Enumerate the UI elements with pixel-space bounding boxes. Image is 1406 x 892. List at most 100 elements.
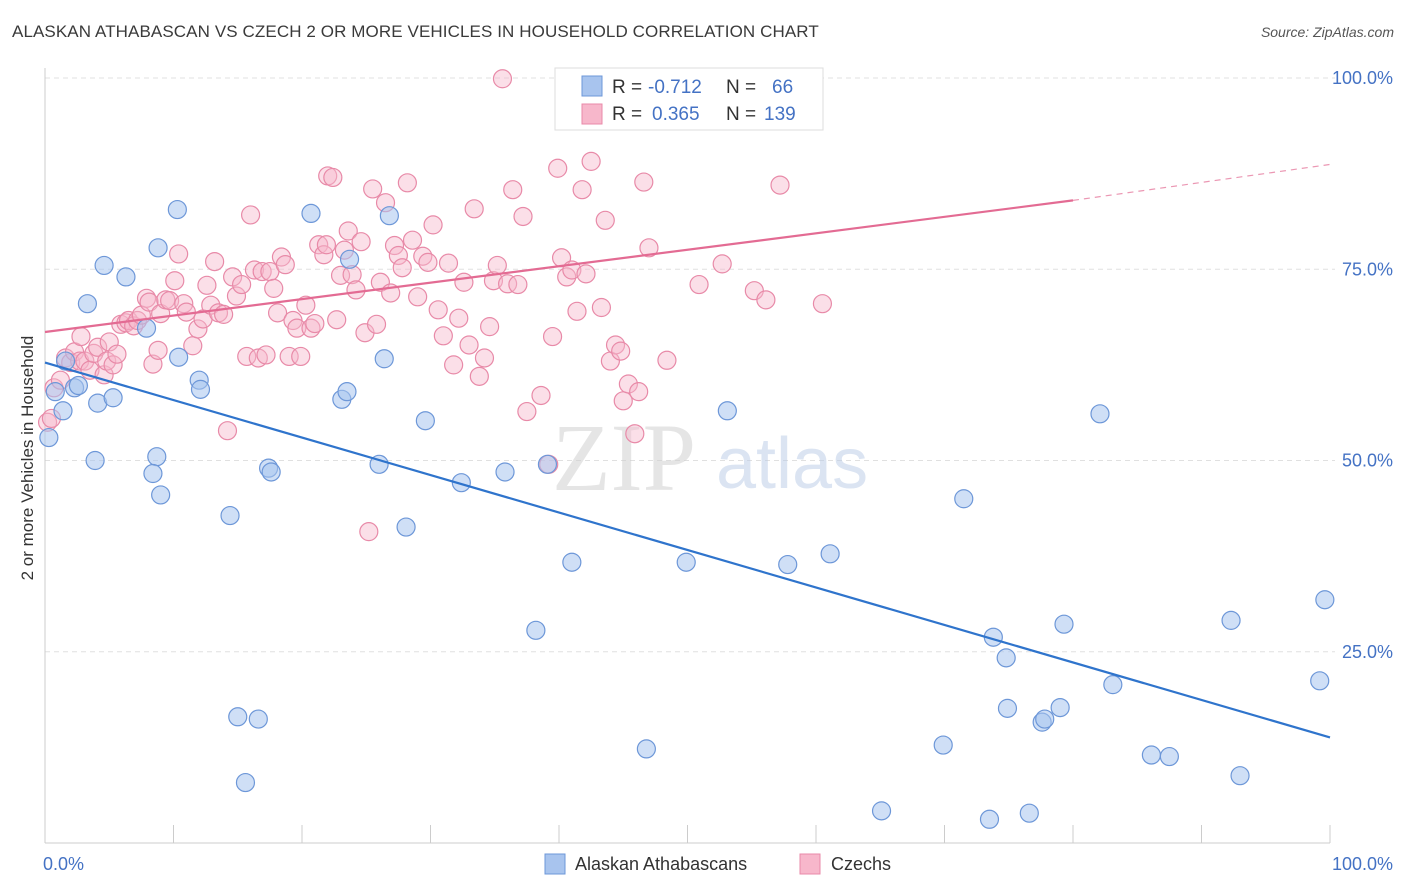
athabascan-point bbox=[636, 739, 656, 759]
athabascan-point bbox=[997, 698, 1018, 718]
athabascan-point bbox=[220, 505, 240, 526]
czech-point bbox=[71, 326, 91, 347]
czech-point bbox=[487, 255, 507, 276]
watermark-zip: ZIP bbox=[552, 404, 696, 511]
athabascan-point bbox=[933, 735, 953, 755]
czech-point bbox=[408, 287, 428, 307]
czech-point bbox=[291, 346, 311, 367]
athabascan-point bbox=[996, 648, 1016, 668]
czech-point bbox=[103, 355, 123, 375]
trend-line-czechs-extension bbox=[1072, 163, 1331, 201]
czech-point bbox=[316, 235, 337, 255]
athabascan-point bbox=[53, 401, 73, 421]
czech-point bbox=[279, 346, 299, 367]
athabascan-point bbox=[116, 267, 136, 287]
athabascan-point bbox=[85, 450, 105, 471]
watermark-atlas: atlas bbox=[716, 424, 868, 504]
czech-point bbox=[241, 205, 261, 225]
athabascan-point bbox=[717, 401, 737, 421]
athabascan-point bbox=[374, 349, 394, 369]
athabascan-point bbox=[147, 447, 167, 467]
chart-source: Source: ZipAtlas.com bbox=[1260, 24, 1394, 40]
czech-point bbox=[392, 258, 412, 278]
athabascan-point bbox=[1050, 697, 1070, 718]
athabascan-point bbox=[103, 388, 123, 408]
chart-title: ALASKAN ATHABASCAN VS CZECH 2 OR MORE VE… bbox=[12, 22, 819, 41]
athabascan-point bbox=[45, 382, 65, 402]
athabascan-point bbox=[1103, 675, 1123, 695]
trend-line-athabascans bbox=[44, 361, 1331, 739]
czech-point bbox=[264, 278, 284, 298]
czech-point bbox=[397, 173, 417, 193]
czech-point bbox=[657, 350, 677, 370]
y-tick-label-3: 25.0% bbox=[1342, 642, 1393, 662]
czech-point bbox=[275, 255, 295, 275]
czech-point bbox=[459, 335, 479, 355]
czech-point bbox=[428, 300, 448, 320]
czech-point bbox=[433, 326, 453, 346]
czech-point bbox=[498, 274, 518, 294]
czech-point bbox=[689, 274, 709, 295]
trend-line-czechs bbox=[44, 199, 1074, 334]
athabascan-point bbox=[1221, 610, 1241, 630]
legend-swatch-pink bbox=[581, 103, 603, 125]
athabascan-point bbox=[954, 489, 974, 509]
legend-n-label-blue: N = bbox=[726, 77, 756, 98]
czech-point bbox=[351, 232, 371, 252]
czech-point bbox=[363, 179, 383, 199]
czech-point bbox=[139, 292, 159, 312]
czech-point bbox=[107, 344, 127, 364]
czech-point bbox=[572, 180, 592, 200]
czech-point bbox=[346, 280, 366, 300]
athabascan-point bbox=[495, 462, 515, 482]
athabascan-point bbox=[235, 772, 256, 793]
czech-point bbox=[480, 317, 500, 337]
czech-point bbox=[305, 313, 325, 334]
y-axis-label: 2 or more Vehicles in Household bbox=[18, 336, 37, 581]
athabascan-point bbox=[151, 485, 171, 505]
athabascan-point bbox=[337, 382, 357, 402]
athabascan-point bbox=[143, 463, 163, 484]
czech-point bbox=[248, 348, 268, 368]
czech-point bbox=[595, 210, 615, 230]
czech-point bbox=[148, 340, 168, 360]
czech-point bbox=[323, 167, 343, 188]
athabascan-point bbox=[871, 801, 892, 821]
czech-point bbox=[444, 355, 464, 375]
czech-point bbox=[287, 318, 307, 338]
czech-point bbox=[418, 252, 438, 272]
series-legend: Alaskan Athabascans Czechs bbox=[544, 853, 891, 875]
czech-point bbox=[88, 337, 108, 357]
athabascan-point bbox=[820, 544, 840, 564]
czech-point bbox=[338, 221, 358, 241]
athabascan-point bbox=[1090, 404, 1110, 424]
czech-point bbox=[548, 158, 568, 178]
athabascan-point bbox=[148, 238, 168, 258]
czech-point bbox=[232, 274, 252, 295]
y-tick-label-2: 50.0% bbox=[1342, 451, 1393, 471]
series-czechs bbox=[37, 69, 833, 542]
legend-r-label-pink: R = bbox=[612, 104, 642, 125]
czech-point bbox=[567, 301, 587, 321]
y-tick-label-0: 100.0% bbox=[1332, 68, 1393, 88]
athabascan-point bbox=[1054, 614, 1074, 634]
czech-point bbox=[423, 215, 443, 235]
athabascan-point bbox=[1019, 803, 1039, 823]
correlation-legend: R = -0.712 N = 66 R = 0.365 N = 139 bbox=[554, 67, 824, 131]
czech-point bbox=[256, 345, 276, 365]
legend-r-value-pink: 0.365 bbox=[652, 104, 700, 125]
czech-point bbox=[384, 235, 405, 256]
athabascan-point bbox=[167, 199, 187, 220]
czech-point bbox=[309, 235, 329, 255]
axes bbox=[44, 68, 1331, 844]
czech-point bbox=[513, 206, 533, 227]
czech-point bbox=[388, 245, 408, 266]
czech-point bbox=[267, 303, 288, 323]
czech-point bbox=[712, 254, 732, 274]
athabascan-point bbox=[979, 809, 1000, 829]
athabascan-point bbox=[190, 379, 211, 399]
athabascan-point bbox=[68, 375, 89, 396]
czech-point bbox=[474, 348, 495, 368]
czech-point bbox=[591, 297, 612, 318]
athabascan-point bbox=[1310, 671, 1330, 691]
